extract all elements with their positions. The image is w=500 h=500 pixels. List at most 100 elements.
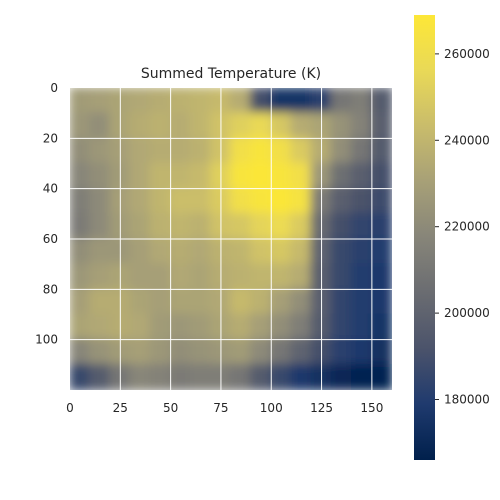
heatmap-cell — [70, 212, 92, 240]
y-tick-label: 80 — [43, 282, 58, 296]
heatmap-cell — [70, 338, 92, 366]
x-tick-label: 25 — [113, 401, 128, 415]
heatmap-cell — [350, 338, 373, 366]
colorbar-tick-label: 180000 — [444, 393, 490, 407]
heatmap-cell — [129, 313, 152, 341]
heatmap-cell — [230, 313, 253, 341]
heatmap-cell — [330, 263, 353, 291]
heatmap-cell — [290, 263, 313, 291]
heatmap-cell — [89, 238, 112, 266]
heatmap-cell — [230, 263, 253, 291]
heatmap-cell — [149, 288, 172, 316]
heatmap-cell — [370, 338, 392, 366]
heatmap-cell — [189, 88, 212, 115]
x-tick-label: 150 — [360, 401, 383, 415]
heatmap-cell — [330, 288, 353, 316]
x-axis: 0 25 50 75 100 125 150 — [66, 401, 383, 415]
heatmap-cell — [70, 162, 92, 190]
colorbar-tick-label: 220000 — [444, 220, 490, 234]
heatmap-cell — [230, 187, 253, 215]
heatmap-cell — [169, 88, 192, 115]
colorbar: 180000 200000 220000 240000 260000 — [414, 15, 490, 460]
heatmap-cell — [169, 263, 192, 291]
heatmap-cell — [230, 88, 253, 115]
heatmap-cell — [350, 88, 373, 115]
x-tick-label: 75 — [213, 401, 228, 415]
heatmap-cell — [230, 162, 253, 190]
heatmap-cell — [230, 137, 253, 165]
heatmap-cell — [230, 288, 253, 316]
heatmap-cell — [370, 187, 392, 215]
heatmap-cell — [330, 162, 353, 190]
heatmap-cell — [230, 112, 253, 140]
heatmap-cell — [70, 263, 92, 291]
heatmap-cell — [169, 238, 192, 266]
heatmap-cell — [129, 338, 152, 366]
heatmap-cell — [290, 137, 313, 165]
heatmap-cell — [189, 187, 212, 215]
heatmap-cell — [89, 338, 112, 366]
heatmap-cell — [250, 288, 273, 316]
heatmap-cell — [370, 162, 392, 190]
heatmap-cell — [70, 112, 92, 140]
heatmap-cell — [370, 212, 392, 240]
heatmap-cell — [370, 88, 392, 115]
heatmap-cell — [370, 288, 392, 316]
heatmap-cell — [169, 187, 192, 215]
heatmap-cell — [149, 187, 172, 215]
heatmap-cell — [290, 313, 313, 341]
heatmap-cell — [350, 363, 373, 390]
heatmap-cell — [270, 288, 293, 316]
heatmap-cell — [270, 112, 293, 140]
heatmap-cell — [189, 238, 212, 266]
heatmap-cell — [89, 263, 112, 291]
heatmap-cell — [370, 363, 392, 390]
y-tick-label: 100 — [35, 333, 58, 347]
heatmap-cell — [89, 162, 112, 190]
x-tick-label: 50 — [163, 401, 178, 415]
heatmap-cell — [370, 263, 392, 291]
heatmap-cell — [250, 238, 273, 266]
heatmap-cell — [70, 137, 92, 165]
heatmap-cell — [189, 263, 212, 291]
heatmap-cell — [330, 88, 353, 115]
heatmap-cell — [129, 88, 152, 115]
x-tick-label: 100 — [260, 401, 283, 415]
heatmap-cell — [250, 162, 273, 190]
heatmap-cell — [370, 112, 392, 140]
heatmap-cell — [350, 288, 373, 316]
heatmap-cell — [250, 263, 273, 291]
heatmap-cell — [149, 363, 172, 390]
heatmap-cell — [250, 112, 273, 140]
heatmap-cell — [189, 162, 212, 190]
heatmap-cell — [350, 313, 373, 341]
y-axis: 0 20 40 60 80 100 — [35, 81, 58, 347]
heatmap-cell — [189, 338, 212, 366]
heatmap-cell — [330, 338, 353, 366]
heatmap-cell — [70, 187, 92, 215]
y-tick-label: 20 — [43, 131, 58, 145]
heatmap-cell — [350, 238, 373, 266]
heatmap-cell — [149, 313, 172, 341]
heatmap-cell — [290, 288, 313, 316]
heatmap-cell — [270, 88, 293, 115]
heatmap-cell — [189, 313, 212, 341]
heatmap-cell — [330, 212, 353, 240]
heatmap-cell — [129, 263, 152, 291]
heatmap-cell — [330, 112, 353, 140]
heatmap-cell — [290, 338, 313, 366]
heatmap-cell — [250, 212, 273, 240]
heatmap-cell — [189, 363, 212, 390]
heatmap-cell — [330, 238, 353, 266]
heatmap-cell — [149, 212, 172, 240]
heatmap-cell — [149, 263, 172, 291]
heatmap-cell — [89, 363, 112, 390]
heatmap-cell — [350, 263, 373, 291]
heatmap-cell — [89, 313, 112, 341]
heatmap-cell — [330, 363, 353, 390]
heatmap-cell — [270, 212, 293, 240]
y-tick-label: 40 — [43, 182, 58, 196]
heatmap-cell — [270, 238, 293, 266]
heatmap-cell — [189, 112, 212, 140]
heatmap-cell — [149, 112, 172, 140]
